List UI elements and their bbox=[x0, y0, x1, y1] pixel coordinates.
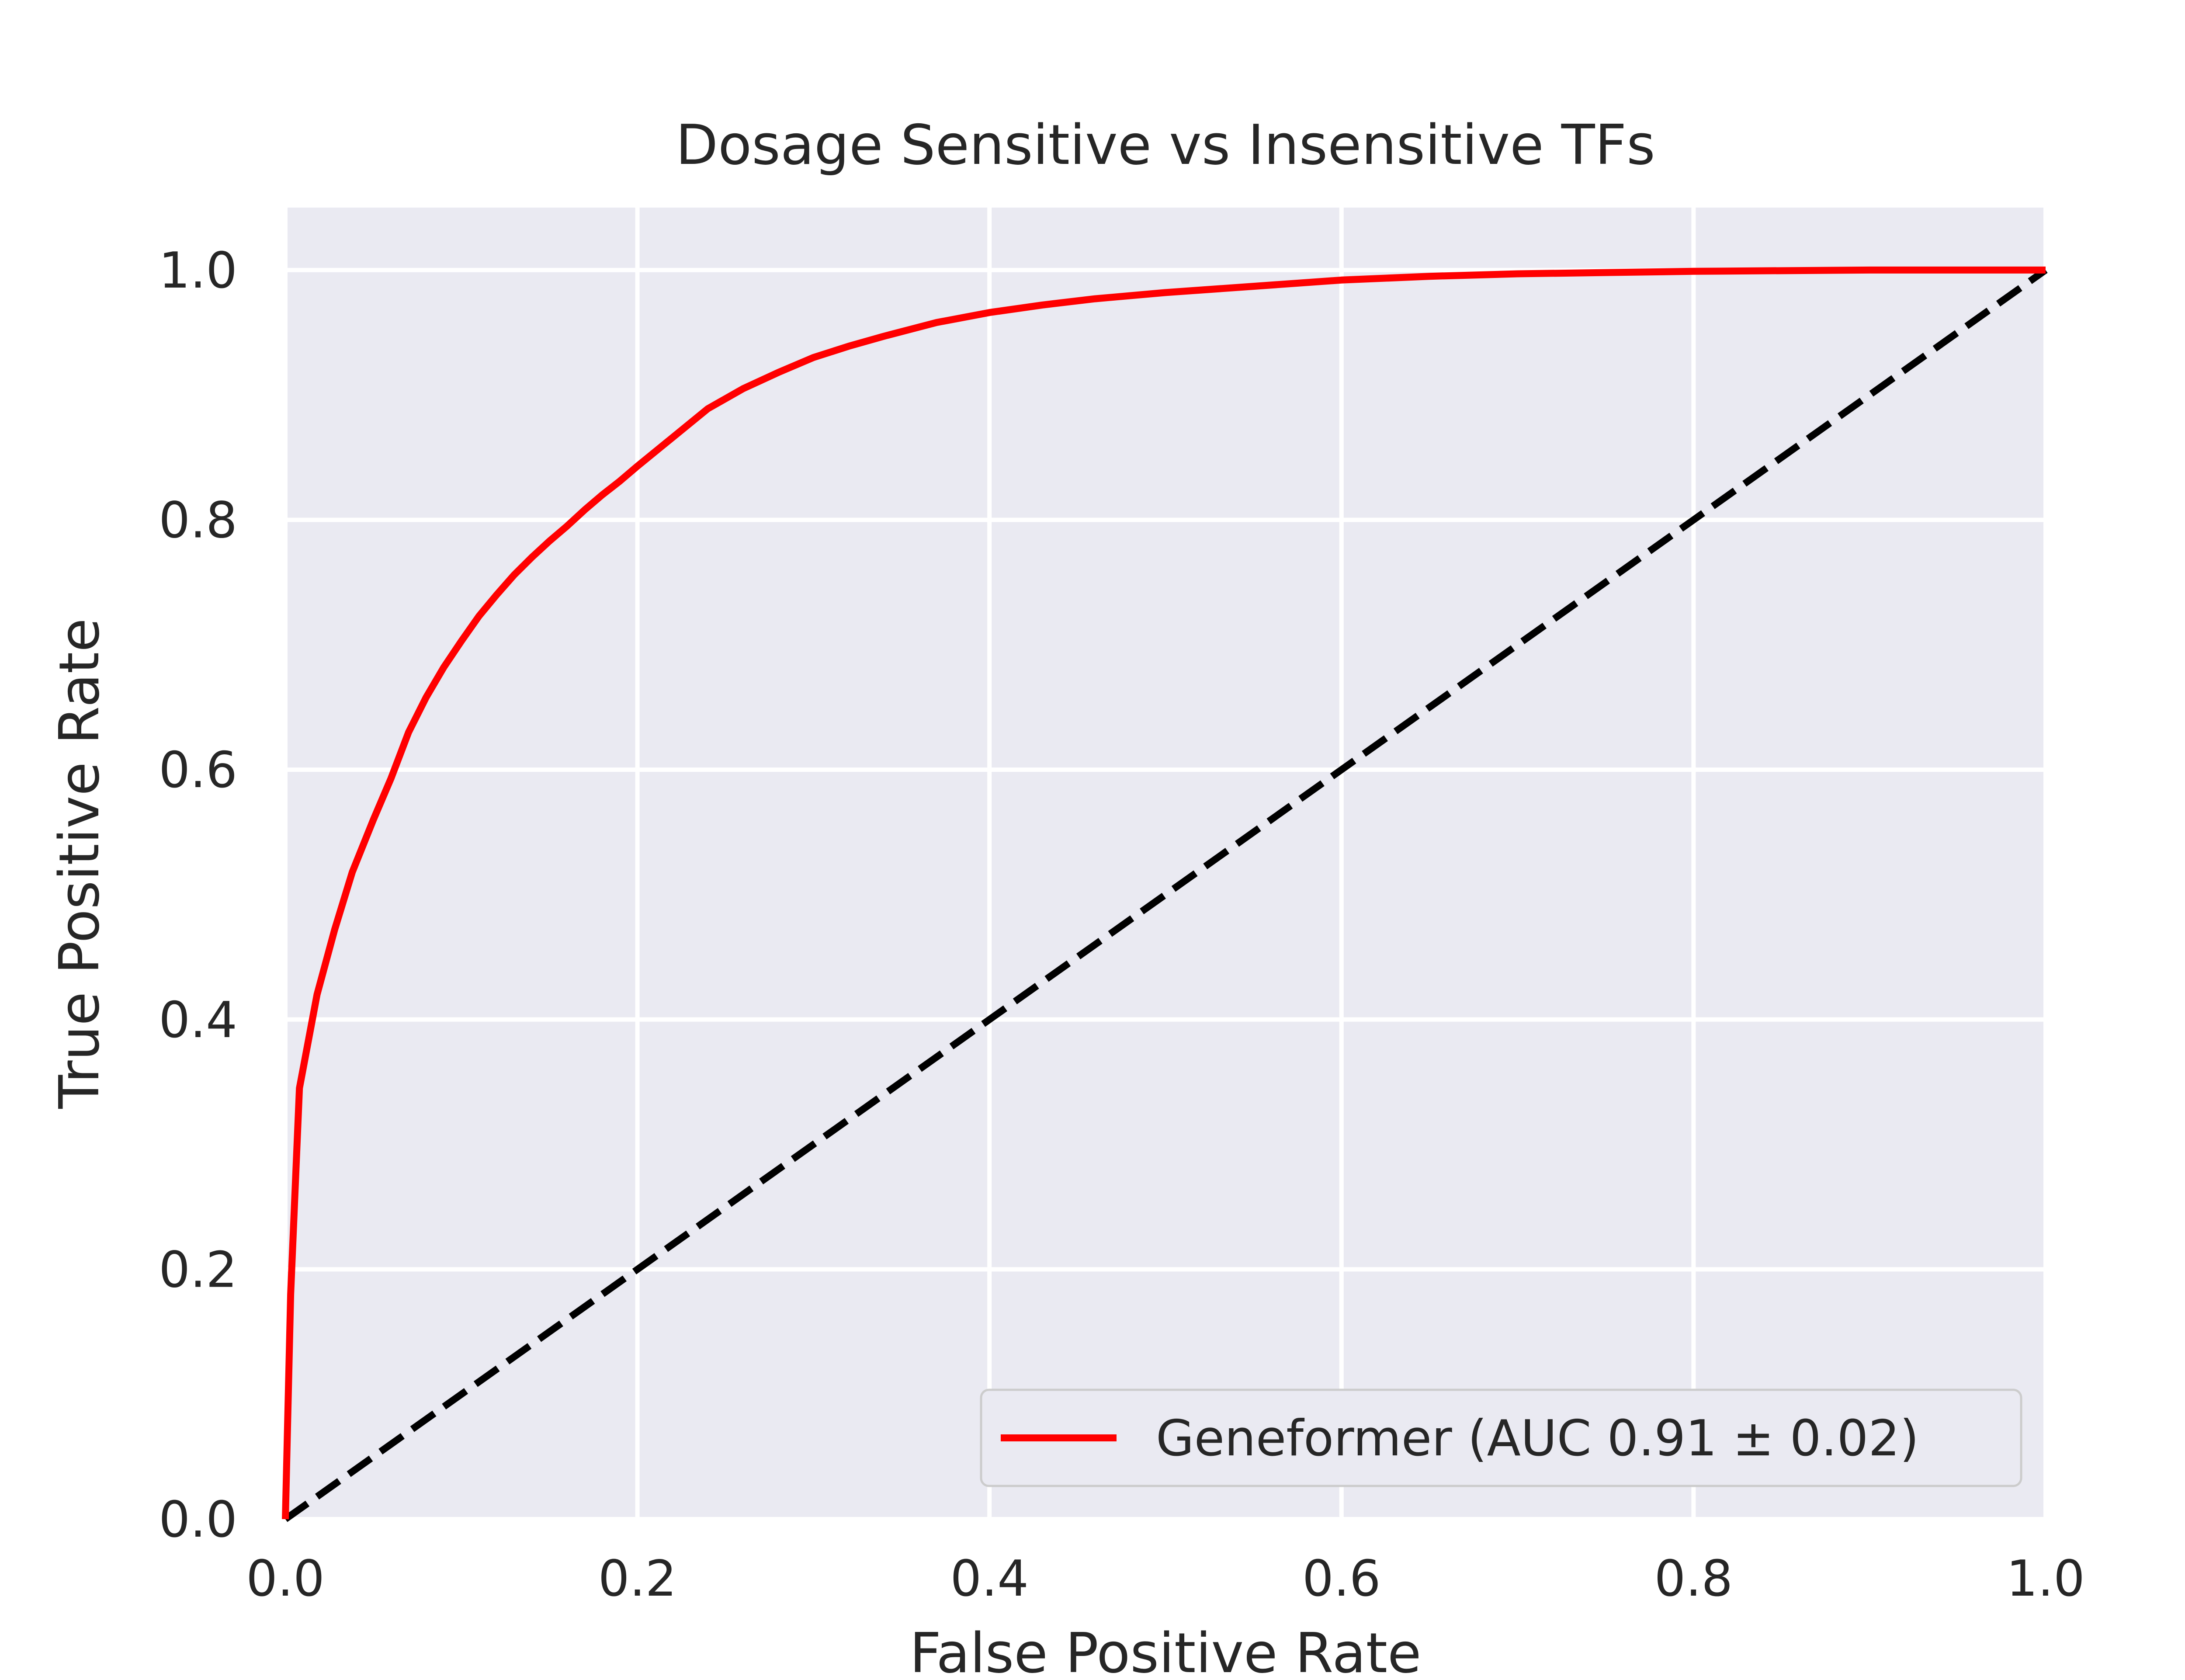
y-axis-label: True Positive Rate bbox=[47, 618, 111, 1109]
chance-diagonal bbox=[283, 267, 2048, 1522]
x-tick-label: 0.8 bbox=[1654, 1550, 1733, 1607]
y-tick-label: 0.4 bbox=[159, 991, 237, 1049]
x-tick-label: 0.6 bbox=[1302, 1550, 1381, 1607]
y-tick-labels: 0.0 0.2 0.4 0.6 0.8 1.0 bbox=[159, 242, 237, 1548]
legend-label-geneformer: Geneformer (AUC 0.91 ± 0.02) bbox=[1156, 1409, 1919, 1467]
y-tick-label: 1.0 bbox=[159, 242, 237, 299]
series-lines bbox=[282, 266, 2048, 1522]
legend-box bbox=[980, 1388, 2022, 1487]
x-tick-label: 0.2 bbox=[598, 1550, 677, 1607]
x-tick-label: 0.4 bbox=[950, 1550, 1029, 1607]
y-tick-label: 0.6 bbox=[159, 741, 237, 799]
y-tick-label: 0.0 bbox=[159, 1491, 237, 1548]
x-axis-label: False Positive Rate bbox=[909, 1621, 1421, 1678]
x-tick-labels: 0.0 0.2 0.4 0.6 0.8 1.0 bbox=[246, 1550, 2085, 1607]
chart-title: Dosage Sensitive vs Insensitive TFs bbox=[676, 113, 1655, 177]
roc-curve-geneformer bbox=[282, 266, 2046, 1520]
x-tick-label: 1.0 bbox=[2006, 1550, 2085, 1607]
y-tick-label: 0.8 bbox=[159, 492, 237, 549]
legend: Geneformer (AUC 0.91 ± 0.02) bbox=[980, 1388, 2022, 1487]
x-tick-label: 0.0 bbox=[246, 1550, 325, 1607]
plot-area bbox=[285, 208, 2046, 1519]
y-tick-label: 0.2 bbox=[159, 1241, 237, 1298]
